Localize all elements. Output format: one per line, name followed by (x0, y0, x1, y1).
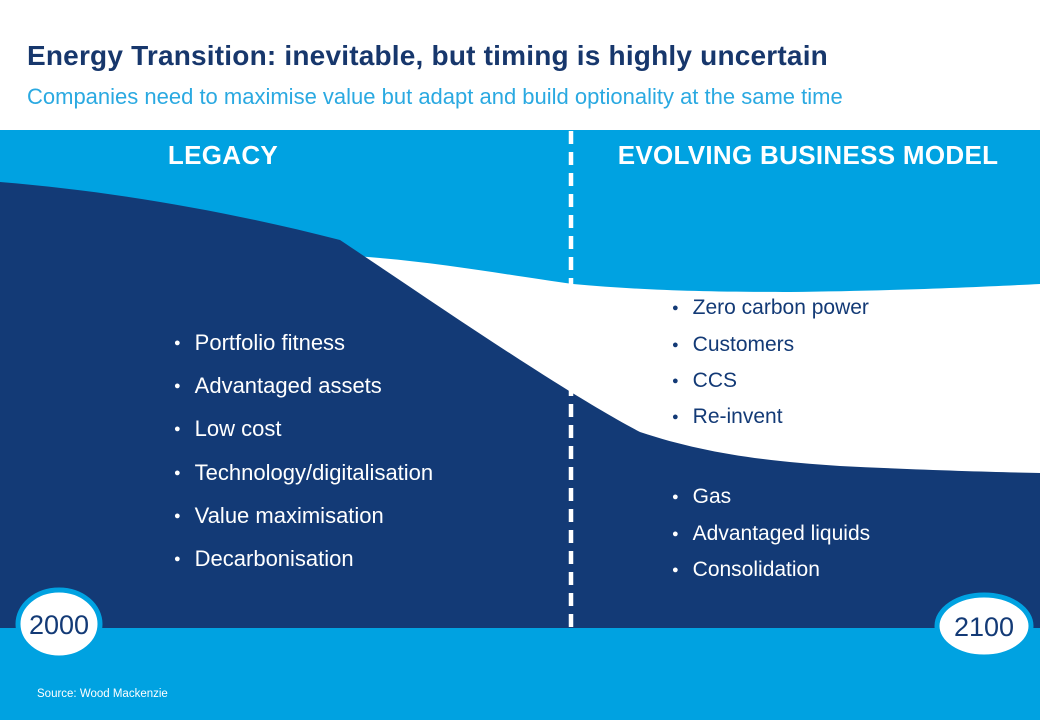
year-end-circle (934, 592, 1034, 660)
list-item: Customers (672, 326, 869, 362)
legacy-section-header: LEGACY (167, 140, 279, 170)
year-start-circle (15, 587, 103, 661)
page-subtitle: Companies need to maximise value but ada… (27, 84, 843, 109)
bottom-band-shape (0, 628, 1040, 720)
list-item: Consolidation (672, 552, 870, 588)
list-item: Low cost (174, 408, 433, 451)
list-item: Portfolio fitness (174, 321, 433, 364)
top-band-shape (0, 130, 1040, 292)
list-item: Zero carbon power (672, 290, 869, 326)
list-item: Advantaged liquids (672, 515, 870, 551)
evolving-section-header: EVOLVING BUSINESS MODEL (617, 140, 999, 170)
year-start-label: 2000 (28, 610, 90, 640)
list-item: Technology/digitalisation (174, 451, 434, 494)
source-attribution: Source: Wood Mackenzie (37, 688, 168, 700)
list-item: Decarbonisation (174, 537, 433, 580)
legacy-bullet-list: Portfolio fitness Advantaged assets Low … (174, 321, 434, 581)
list-item: Gas (672, 479, 870, 515)
list-item: Re-invent (672, 399, 869, 435)
list-item: Advantaged assets (174, 364, 433, 407)
evolving-transition-bullet-list: Gas Advantaged liquids Consolidation (672, 479, 870, 588)
year-end-label: 2100 (953, 612, 1015, 642)
list-item: CCS (672, 363, 869, 399)
evolving-new-bullet-list: Zero carbon power Customers CCS Re-inven… (672, 290, 869, 436)
list-item: Value maximisation (174, 494, 433, 537)
page-title: Energy Transition: inevitable, but timin… (27, 40, 828, 71)
